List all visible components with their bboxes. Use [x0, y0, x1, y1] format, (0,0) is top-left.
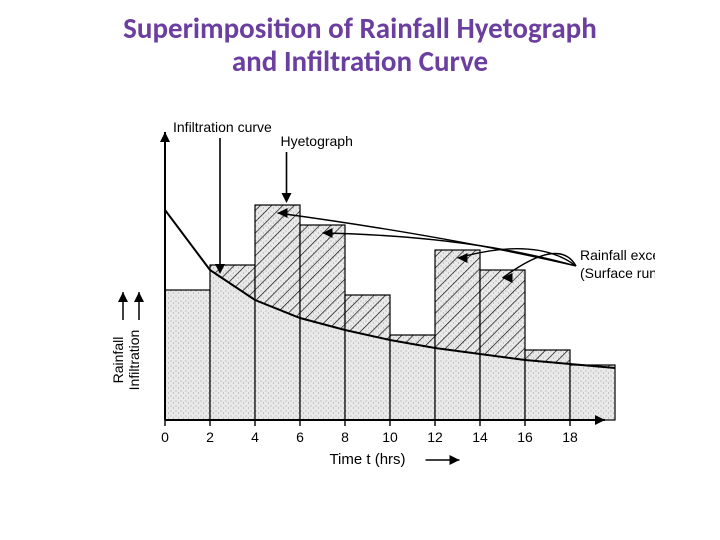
svg-text:Infiltration curve: Infiltration curve [173, 119, 272, 135]
svg-text:6: 6 [296, 429, 304, 445]
page-title: Superimposition of Rainfall Hyetograph a… [0, 0, 720, 79]
svg-text:Time t (hrs): Time t (hrs) [329, 451, 405, 468]
svg-text:14: 14 [472, 429, 488, 445]
svg-text:10: 10 [382, 429, 398, 445]
svg-text:4: 4 [251, 429, 259, 445]
hyetograph-chart: 024681012141618Time t (hrs)RainfallInfil… [95, 110, 655, 490]
svg-text:Rainfall excess: Rainfall excess [580, 247, 655, 263]
svg-text:0: 0 [161, 429, 169, 445]
svg-text:2: 2 [206, 429, 214, 445]
svg-text:8: 8 [341, 429, 349, 445]
svg-text:Rainfall: Rainfall [110, 337, 126, 384]
chart-container: 024681012141618Time t (hrs)RainfallInfil… [95, 110, 655, 490]
svg-text:Infiltration: Infiltration [126, 330, 142, 391]
svg-text:12: 12 [427, 429, 443, 445]
svg-text:18: 18 [562, 429, 578, 445]
svg-text:16: 16 [517, 429, 533, 445]
svg-text:(Surface run off): (Surface run off) [580, 265, 655, 281]
title-line2: and Infiltration Curve [0, 45, 720, 78]
title-line1: Superimposition of Rainfall Hyetograph [0, 12, 720, 45]
svg-text:Hyetograph: Hyetograph [281, 133, 353, 149]
